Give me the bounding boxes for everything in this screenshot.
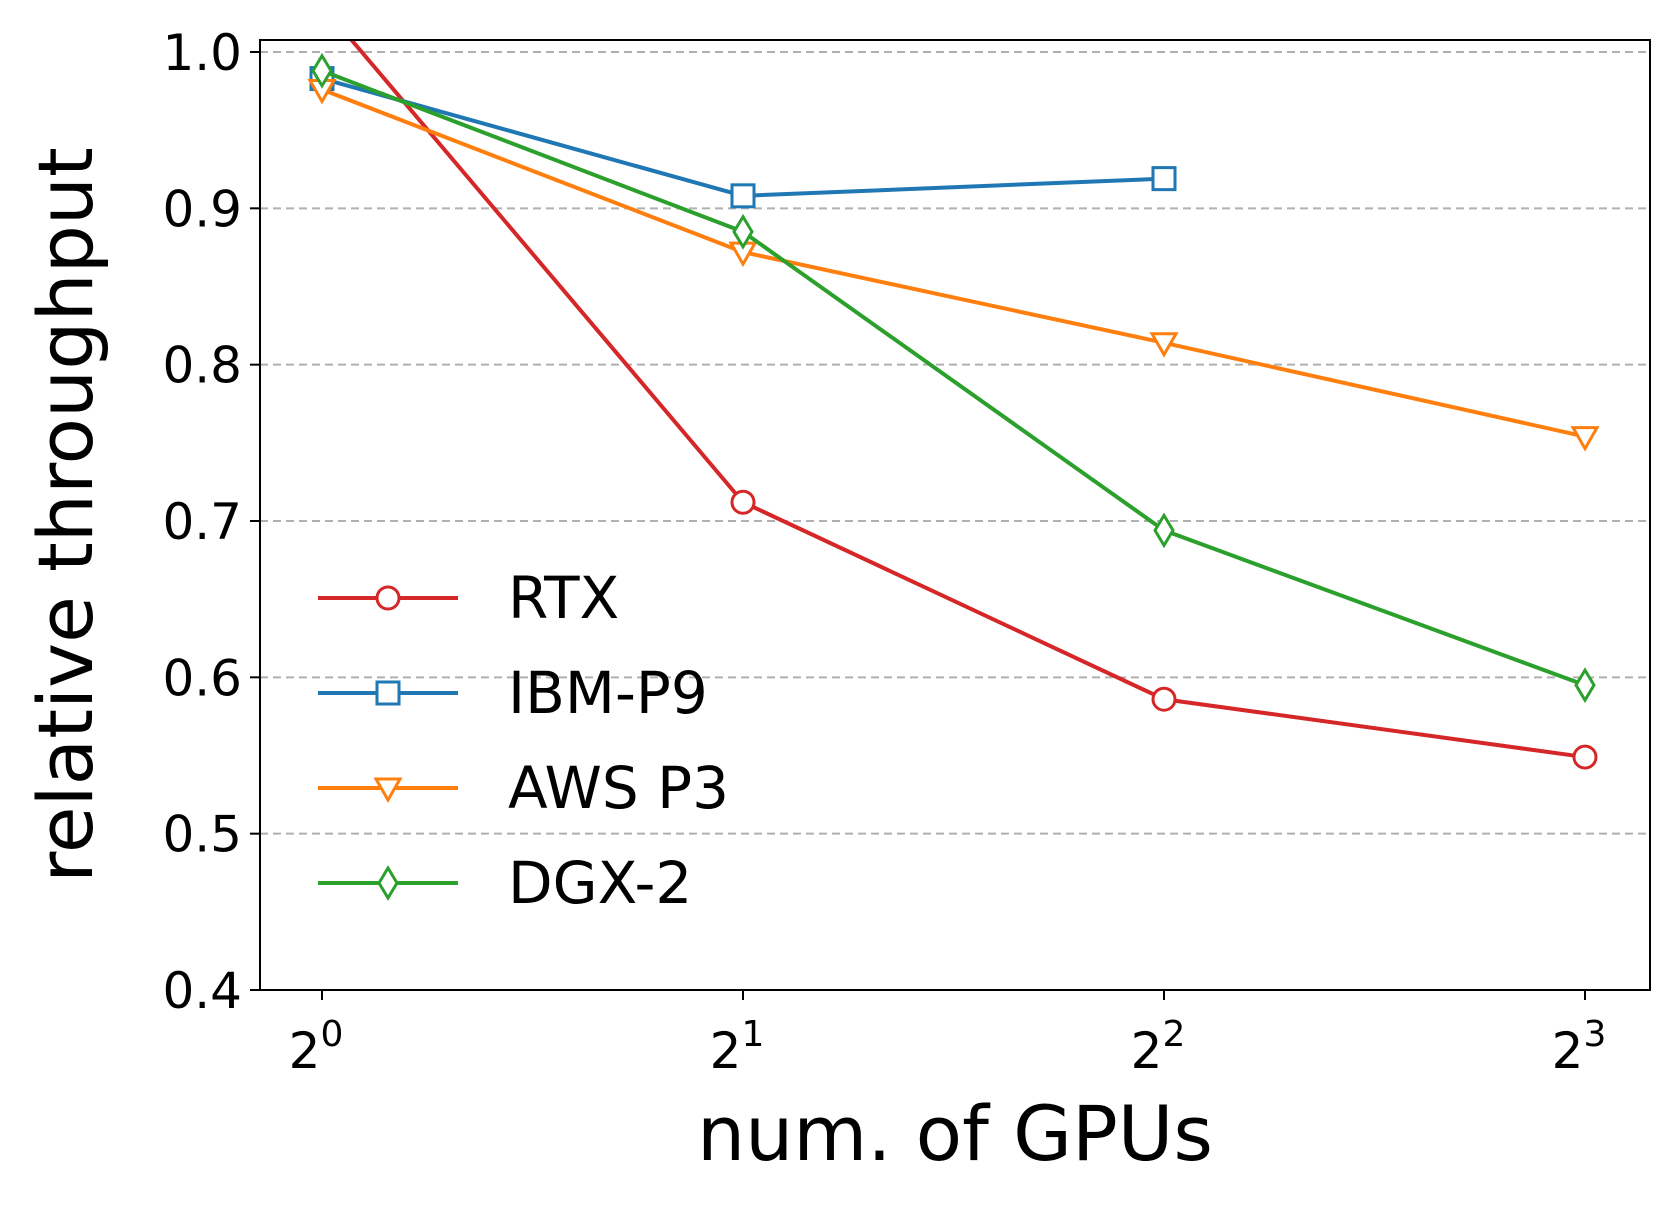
legend-marker <box>377 865 399 901</box>
legend-label: AWS P3 <box>508 754 729 822</box>
y-tick-label: 0.6 <box>162 649 242 707</box>
y-tick-label: 0.8 <box>162 337 242 395</box>
data-point <box>311 52 333 89</box>
legend-label: RTX <box>508 564 619 632</box>
data-point <box>1570 426 1600 452</box>
legend-marker <box>373 777 403 804</box>
series-layer <box>307 0 1600 770</box>
y-tick-label: 0.9 <box>162 180 242 238</box>
data-point <box>1153 512 1175 549</box>
series-line-aws-p3 <box>321 87 1586 439</box>
data-point <box>1151 686 1177 712</box>
x-axis-label: num. of GPUs <box>697 1089 1213 1178</box>
series-line-rtx <box>348 40 1586 760</box>
series-line-dgx-2 <box>321 68 1586 688</box>
y-tick-label: 0.5 <box>162 806 242 864</box>
x-axis: 20 21 22 23 <box>289 990 1607 1080</box>
legend-label: DGX-2 <box>508 849 692 917</box>
y-axis-label: relative throughput <box>21 147 110 883</box>
plot-frame <box>259 39 1651 991</box>
data-point <box>732 213 754 250</box>
legend-label: IBM-P9 <box>508 659 708 727</box>
grid <box>260 51 1650 835</box>
x-tick-label: 20 <box>289 1014 344 1080</box>
legend-marker <box>375 585 401 611</box>
x-tick-label: 21 <box>710 1014 765 1080</box>
data-point <box>1151 166 1177 192</box>
plot-background <box>260 40 1650 990</box>
y-tick-label: 1.0 <box>162 24 242 82</box>
data-point <box>1572 744 1598 770</box>
data-point <box>311 0 333 16</box>
x-tick-label: 22 <box>1131 1014 1186 1080</box>
data-point <box>1574 667 1596 704</box>
x-tick-label: 23 <box>1552 1014 1607 1080</box>
data-point <box>730 489 756 515</box>
y-axis: 0.4 0.5 0.6 0.7 0.8 0.9 1.0 <box>162 24 260 1020</box>
y-tick-label: 0.4 <box>162 962 242 1020</box>
data-point <box>730 183 756 209</box>
legend-marker <box>375 680 401 706</box>
data-point <box>1149 332 1179 358</box>
y-tick-label: 0.7 <box>162 493 242 551</box>
legend: RTX IBM-P9 AWS P3 DGX-2 <box>318 564 729 917</box>
